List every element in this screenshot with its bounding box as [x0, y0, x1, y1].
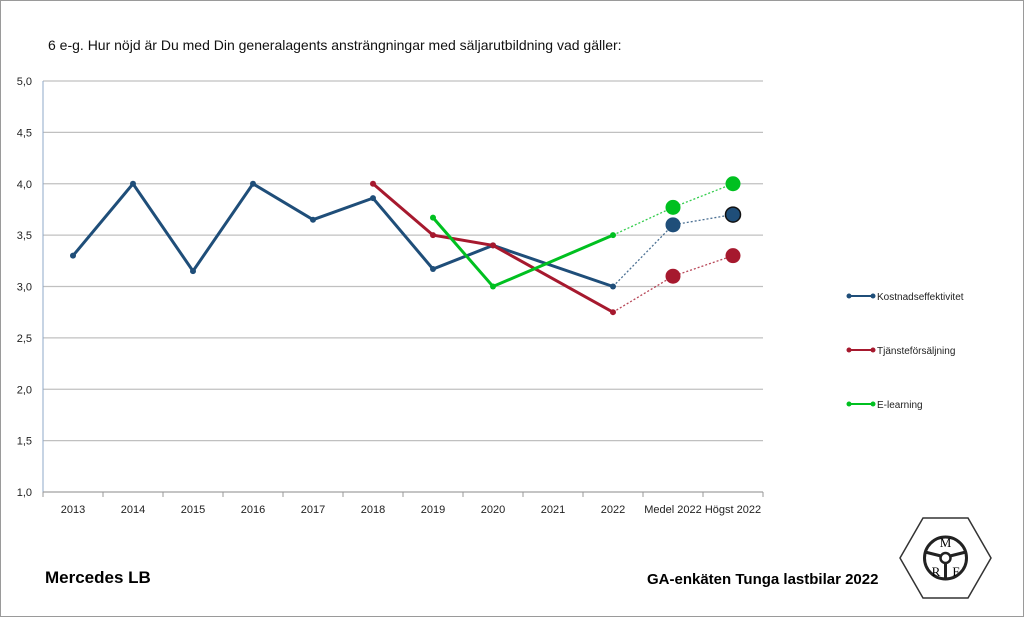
brand-label: Mercedes LB — [45, 568, 151, 587]
x-tick-label: Medel 2022 — [644, 504, 702, 516]
data-point — [490, 283, 496, 290]
data-point — [430, 214, 436, 221]
data-point — [724, 206, 742, 223]
chart-title: 6 e-g. Hur nöjd är Du med Din generalage… — [48, 37, 622, 53]
x-tick-label: 2022 — [601, 504, 625, 516]
series-dotted-line — [612, 255, 734, 313]
data-point — [725, 176, 741, 192]
legend-marker — [846, 401, 852, 407]
data-point — [610, 283, 616, 290]
data-point — [725, 248, 741, 264]
data-point — [370, 195, 376, 202]
x-tick-label: 2013 — [61, 504, 85, 516]
legend-label: Kostnadseffektivitet — [877, 292, 964, 303]
svg-text:F: F — [952, 564, 959, 579]
x-tick-label: 2018 — [361, 504, 385, 516]
y-tick-label: 1,0 — [17, 487, 32, 499]
data-point — [665, 217, 681, 233]
legend-marker — [846, 293, 852, 299]
y-tick-label: 2,0 — [17, 384, 32, 396]
mrf-logo: M R F — [899, 517, 992, 599]
y-tick-label: 4,0 — [17, 179, 32, 191]
legend-label: E-learning — [877, 400, 923, 411]
series-line — [372, 182, 614, 314]
data-point — [610, 309, 616, 316]
data-point — [610, 232, 616, 239]
x-tick-label: 2020 — [481, 504, 505, 516]
data-point — [665, 268, 681, 284]
survey-label: GA-enkäten Tunga lastbilar 2022 — [647, 571, 879, 588]
y-tick-label: 4,5 — [17, 127, 32, 139]
legend-marker — [870, 347, 876, 353]
x-tick-label: 2015 — [181, 504, 205, 516]
series-e-learning — [430, 176, 741, 290]
x-tick-label: Högst 2022 — [705, 504, 761, 516]
legend-marker — [870, 293, 876, 299]
series-dotted-line — [612, 213, 734, 287]
svg-text:R: R — [932, 564, 941, 579]
data-point — [130, 180, 136, 187]
x-tick-label: 2016 — [241, 504, 265, 516]
series-dotted-line — [612, 183, 734, 236]
data-point — [665, 199, 681, 215]
y-tick-label: 3,0 — [17, 282, 32, 294]
x-tick-label: 2014 — [121, 504, 145, 516]
y-tick-label: 3,5 — [17, 230, 32, 242]
x-tick-label: 2019 — [421, 504, 445, 516]
data-point — [310, 216, 316, 223]
legend-marker — [846, 347, 852, 353]
svg-text:M: M — [940, 535, 952, 550]
data-point — [250, 180, 256, 187]
y-tick-label: 1,5 — [17, 436, 32, 448]
series-tjänsteförsäljning — [370, 180, 741, 316]
data-point — [430, 232, 436, 239]
y-tick-label: 2,5 — [17, 333, 32, 345]
x-tick-label: 2017 — [301, 504, 325, 516]
x-tick-label: 2021 — [541, 504, 565, 516]
data-point — [490, 242, 496, 249]
legend-label: Tjänsteförsäljning — [877, 346, 955, 357]
y-tick-label: 5,0 — [17, 76, 32, 88]
data-point — [190, 268, 196, 275]
data-point — [370, 180, 376, 187]
data-point — [70, 252, 76, 259]
data-point — [430, 266, 436, 273]
legend-marker — [870, 401, 876, 407]
